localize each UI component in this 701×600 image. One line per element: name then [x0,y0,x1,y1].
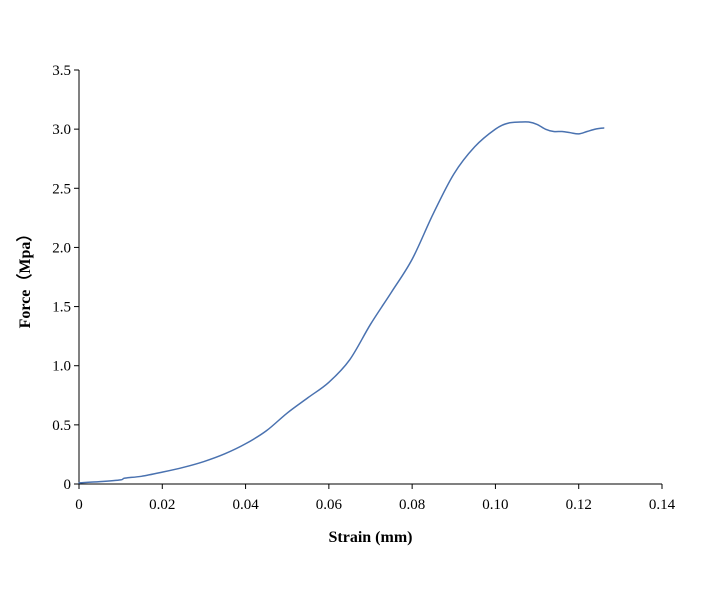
x-tick-label: 0.12 [566,497,592,513]
y-tick-label: 0.5 [52,418,71,434]
x-tick-label: 0.14 [649,497,676,513]
y-tick-label: 0 [64,477,72,493]
force-strain-curve [78,121,605,484]
y-axis-ticks: 0 0.5 1.0 1.5 2.0 2.5 3.0 3.5 [52,63,79,493]
y-tick-label: 3.0 [52,122,71,138]
x-tick-label: 0.08 [399,497,425,513]
x-axis-ticks: 0 0.02 0.04 0.06 0.08 0.10 0.12 0.14 [75,484,676,513]
y-axis-title: Force（Mpa） [16,226,34,329]
x-axis-title: Strain (mm) [329,529,413,546]
y-tick-label: 1.5 [52,300,71,316]
y-tick-label: 2.0 [52,240,71,256]
series-layer [78,121,605,484]
x-tick-label: 0.02 [149,497,175,513]
y-tick-label: 2.5 [52,181,71,197]
x-tick-label: 0.06 [316,497,343,513]
y-tick-label: 1.0 [52,359,71,375]
x-tick-label: 0.04 [232,497,259,513]
x-tick-label: 0.10 [482,497,508,513]
y-tick-label: 3.5 [52,63,71,79]
x-tick-label: 0 [75,497,83,513]
